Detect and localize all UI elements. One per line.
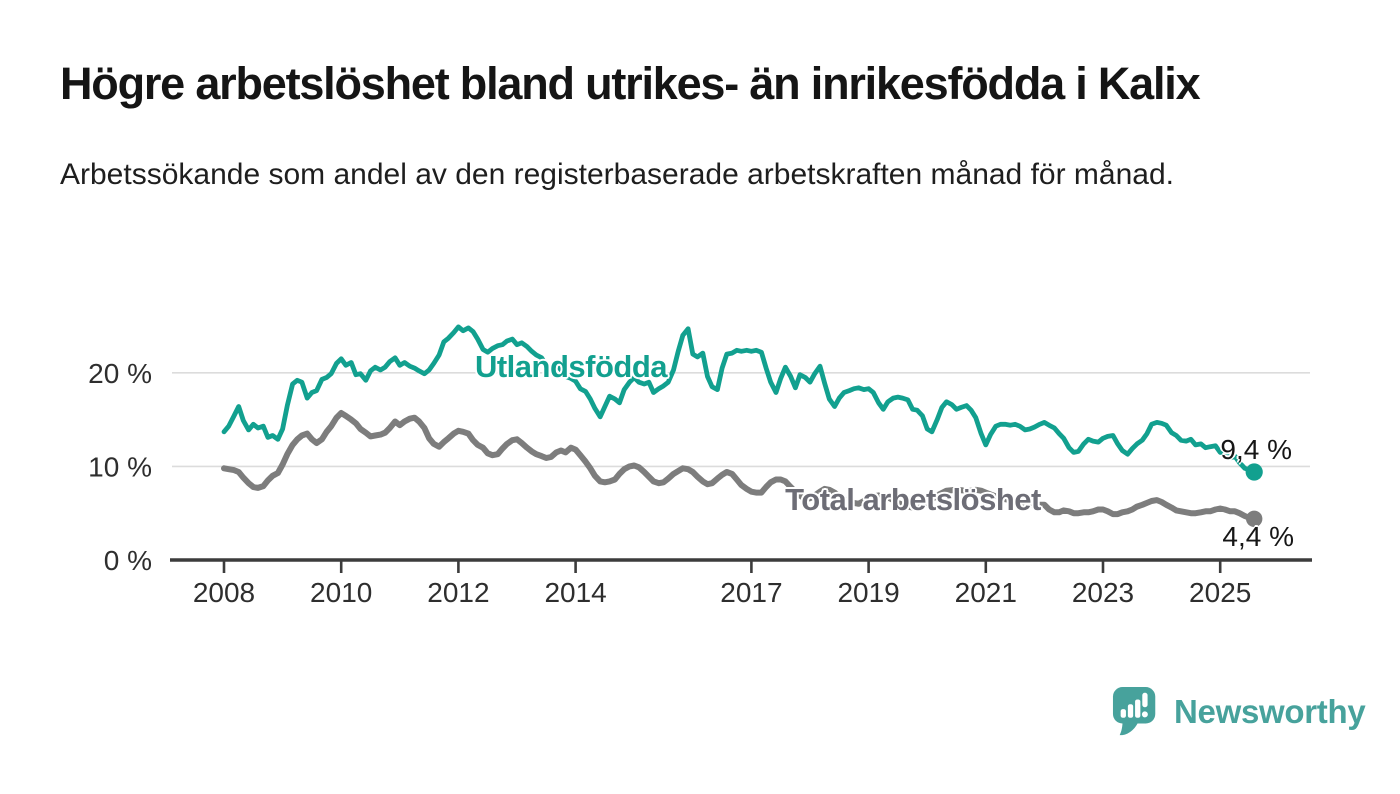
end-value-label-total: 4,4 % (1222, 521, 1294, 552)
x-tick-label-2008: 2008 (193, 577, 255, 608)
y-tick-label-20: 20 % (88, 358, 152, 389)
y-tick-label-10: 10 % (88, 451, 152, 482)
series-label-total-arbetsloshet: Total arbetslöshet (785, 482, 1041, 517)
newsworthy-logo-text: Newsworthy (1174, 693, 1366, 730)
chart-title: Högre arbetslöshet bland utrikes- än inr… (60, 58, 1201, 109)
x-tick-label-2019: 2019 (837, 577, 899, 608)
end-value-label-utlandsfodda: 9,4 % (1220, 434, 1292, 465)
x-tick-label-2021: 2021 (955, 577, 1017, 608)
x-tick-label-2010: 2010 (310, 577, 372, 608)
x-tick-label-2014: 2014 (544, 577, 606, 608)
y-tick-label-0: 0 % (104, 545, 152, 576)
x-tick-label-2012: 2012 (427, 577, 489, 608)
x-tick-label-2025: 2025 (1189, 577, 1251, 608)
series-line-utlandsfodda (221, 324, 1257, 475)
x-tick-label-2017: 2017 (720, 577, 782, 608)
series-label-utlandsfodda: Utlandsfödda (474, 349, 668, 384)
newsworthy-speech-bubble-icon (1112, 687, 1156, 736)
x-tick-label-2023: 2023 (1072, 577, 1134, 608)
chart-subtitle: Arbetssökande som andel av den registerb… (60, 158, 1174, 191)
series-end-dot-utlandsfodda (1245, 463, 1263, 481)
series-line-total (221, 410, 1258, 522)
newsworthy-logo: Newsworthy (1112, 686, 1366, 738)
series-end-dot-total (1246, 510, 1263, 527)
